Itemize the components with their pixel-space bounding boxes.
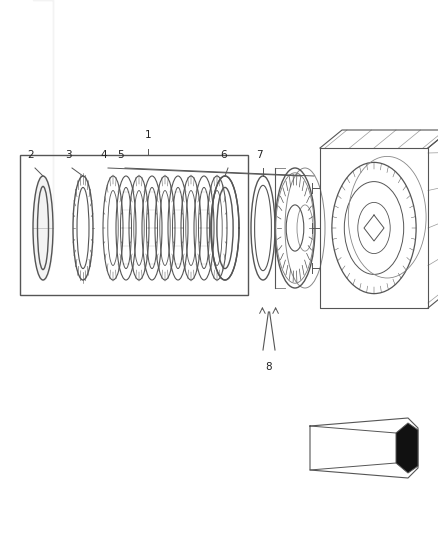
Text: 8: 8 xyxy=(266,362,272,372)
Text: 5: 5 xyxy=(118,150,124,160)
Polygon shape xyxy=(396,423,418,473)
Text: 7: 7 xyxy=(256,150,262,160)
Bar xyxy=(20,155,248,295)
Text: 1: 1 xyxy=(145,130,151,140)
Text: 2: 2 xyxy=(28,150,34,160)
Text: 4: 4 xyxy=(101,150,107,160)
Text: 3: 3 xyxy=(65,150,71,160)
Text: 6: 6 xyxy=(221,150,227,160)
